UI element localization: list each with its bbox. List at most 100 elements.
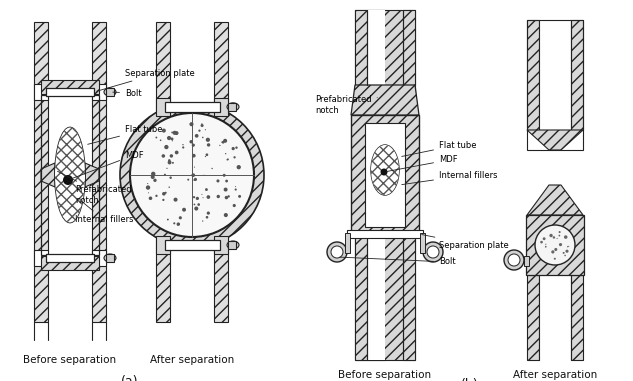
Circle shape: [172, 140, 173, 141]
Circle shape: [201, 123, 203, 124]
Circle shape: [423, 242, 443, 262]
Circle shape: [380, 168, 387, 176]
Circle shape: [504, 250, 524, 270]
Circle shape: [222, 141, 225, 144]
Circle shape: [151, 175, 154, 179]
Circle shape: [166, 168, 168, 169]
Circle shape: [235, 146, 237, 149]
Bar: [347, 230, 423, 238]
Bar: [41, 80, 99, 94]
Circle shape: [63, 175, 73, 185]
Ellipse shape: [104, 88, 116, 96]
Circle shape: [162, 128, 166, 133]
Circle shape: [206, 195, 210, 199]
Circle shape: [223, 139, 227, 143]
Circle shape: [211, 168, 213, 169]
Bar: [403, 10, 415, 360]
Circle shape: [170, 138, 173, 140]
Text: Bolt: Bolt: [113, 88, 142, 98]
Circle shape: [206, 216, 208, 219]
Circle shape: [193, 179, 195, 181]
Circle shape: [162, 199, 165, 201]
Text: After separation: After separation: [513, 370, 597, 380]
Circle shape: [427, 246, 439, 258]
Circle shape: [151, 172, 156, 176]
Circle shape: [205, 156, 206, 157]
Circle shape: [563, 252, 565, 254]
Circle shape: [545, 246, 547, 248]
Circle shape: [189, 140, 193, 144]
Ellipse shape: [227, 241, 239, 249]
Circle shape: [194, 203, 196, 205]
Bar: [367, 235, 385, 360]
Circle shape: [564, 235, 567, 239]
Circle shape: [535, 225, 575, 265]
Bar: [156, 98, 170, 116]
Circle shape: [168, 186, 170, 188]
Bar: [527, 20, 583, 150]
Circle shape: [206, 138, 210, 142]
Polygon shape: [41, 163, 55, 187]
Bar: [156, 236, 170, 254]
Circle shape: [193, 196, 195, 198]
Polygon shape: [527, 130, 583, 150]
Circle shape: [194, 207, 198, 211]
Bar: [355, 235, 415, 360]
Circle shape: [202, 220, 203, 222]
Bar: [539, 275, 563, 360]
Circle shape: [565, 255, 566, 256]
Text: Separation plate: Separation plate: [97, 69, 195, 91]
Circle shape: [173, 198, 178, 202]
Circle shape: [149, 197, 153, 200]
Circle shape: [556, 238, 558, 239]
Circle shape: [206, 154, 208, 156]
Circle shape: [327, 242, 347, 262]
Circle shape: [202, 137, 204, 138]
Bar: [228, 241, 236, 249]
Bar: [571, 20, 583, 130]
Circle shape: [187, 179, 189, 181]
Circle shape: [164, 145, 168, 149]
Circle shape: [168, 160, 172, 165]
Circle shape: [559, 243, 562, 246]
Bar: [367, 10, 385, 360]
Circle shape: [551, 250, 555, 253]
Circle shape: [207, 143, 210, 147]
Circle shape: [156, 136, 157, 138]
Circle shape: [161, 154, 165, 158]
Circle shape: [170, 154, 173, 158]
Circle shape: [167, 219, 169, 221]
Circle shape: [172, 131, 173, 133]
Circle shape: [197, 203, 200, 206]
Circle shape: [554, 258, 556, 260]
Circle shape: [160, 139, 161, 141]
Bar: [351, 115, 419, 235]
Circle shape: [170, 176, 172, 179]
Circle shape: [175, 131, 179, 135]
Circle shape: [189, 122, 194, 126]
Circle shape: [177, 223, 180, 226]
Bar: [527, 20, 539, 130]
Circle shape: [192, 154, 196, 157]
Circle shape: [194, 178, 197, 181]
Circle shape: [223, 174, 225, 177]
Text: (b): (b): [461, 378, 479, 381]
Bar: [355, 10, 415, 85]
Text: Prefabricated
notch: Prefabricated notch: [58, 171, 132, 205]
Circle shape: [558, 235, 560, 237]
Ellipse shape: [227, 103, 239, 111]
Circle shape: [201, 124, 204, 127]
Circle shape: [198, 130, 201, 132]
Circle shape: [568, 246, 569, 247]
Circle shape: [227, 195, 230, 198]
Polygon shape: [85, 163, 99, 187]
Polygon shape: [351, 85, 419, 115]
Bar: [228, 103, 236, 111]
Bar: [214, 236, 228, 254]
Circle shape: [223, 187, 228, 192]
Bar: [420, 233, 425, 253]
Circle shape: [235, 186, 236, 187]
Circle shape: [155, 195, 158, 197]
Circle shape: [205, 188, 208, 191]
Text: MDF: MDF: [387, 155, 458, 171]
